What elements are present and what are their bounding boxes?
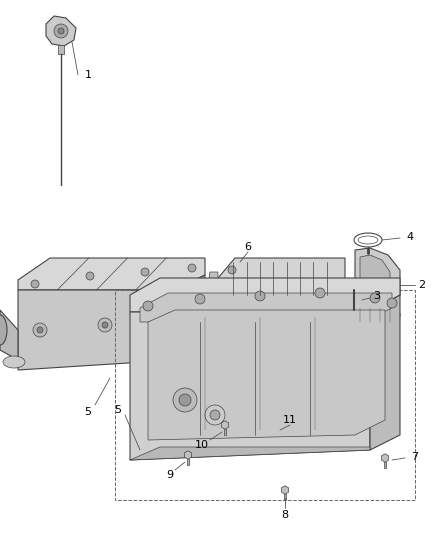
Ellipse shape xyxy=(350,305,400,325)
Polygon shape xyxy=(224,429,226,435)
Circle shape xyxy=(102,322,108,328)
Circle shape xyxy=(205,405,225,425)
Text: 11: 11 xyxy=(283,415,297,425)
Polygon shape xyxy=(370,295,400,450)
Circle shape xyxy=(370,293,380,303)
Polygon shape xyxy=(184,451,192,459)
Polygon shape xyxy=(208,272,218,288)
Polygon shape xyxy=(381,454,389,462)
Text: 10: 10 xyxy=(195,440,209,450)
Polygon shape xyxy=(18,258,205,290)
Polygon shape xyxy=(350,285,358,290)
Polygon shape xyxy=(0,310,18,360)
Circle shape xyxy=(210,410,220,420)
Polygon shape xyxy=(218,258,345,300)
Circle shape xyxy=(387,298,397,308)
Text: 5: 5 xyxy=(114,405,121,415)
Text: 6: 6 xyxy=(244,242,251,252)
Text: 3: 3 xyxy=(374,291,381,301)
Text: 1: 1 xyxy=(85,70,92,80)
Circle shape xyxy=(315,288,325,298)
Polygon shape xyxy=(18,290,175,370)
Text: 5: 5 xyxy=(85,407,92,417)
Polygon shape xyxy=(130,312,370,460)
Polygon shape xyxy=(140,293,392,322)
Polygon shape xyxy=(355,248,400,312)
Polygon shape xyxy=(130,278,400,312)
Polygon shape xyxy=(175,275,205,360)
Text: 9: 9 xyxy=(166,470,173,480)
Text: 2: 2 xyxy=(418,280,426,290)
Circle shape xyxy=(141,268,149,276)
Polygon shape xyxy=(221,421,229,429)
Circle shape xyxy=(158,315,172,329)
Ellipse shape xyxy=(0,315,7,345)
Circle shape xyxy=(58,28,64,34)
Circle shape xyxy=(195,294,205,304)
Circle shape xyxy=(31,280,39,288)
Polygon shape xyxy=(384,462,386,468)
Polygon shape xyxy=(148,310,385,440)
Polygon shape xyxy=(130,447,370,460)
Circle shape xyxy=(179,394,191,406)
Circle shape xyxy=(98,318,112,332)
Circle shape xyxy=(143,301,153,311)
Polygon shape xyxy=(283,494,286,500)
Polygon shape xyxy=(281,486,289,494)
Polygon shape xyxy=(350,308,358,315)
Circle shape xyxy=(228,266,236,274)
Circle shape xyxy=(173,388,197,412)
Circle shape xyxy=(33,323,47,337)
Ellipse shape xyxy=(3,356,25,368)
Circle shape xyxy=(255,291,265,301)
Circle shape xyxy=(188,264,196,272)
Circle shape xyxy=(86,272,94,280)
Polygon shape xyxy=(187,458,189,465)
Polygon shape xyxy=(46,16,76,46)
Ellipse shape xyxy=(356,308,394,322)
Text: 7: 7 xyxy=(411,452,419,462)
Circle shape xyxy=(162,319,168,325)
Polygon shape xyxy=(58,45,64,54)
Polygon shape xyxy=(360,255,390,307)
Text: 8: 8 xyxy=(282,510,289,520)
Circle shape xyxy=(37,327,43,333)
Text: 4: 4 xyxy=(406,232,413,242)
Circle shape xyxy=(54,24,68,38)
